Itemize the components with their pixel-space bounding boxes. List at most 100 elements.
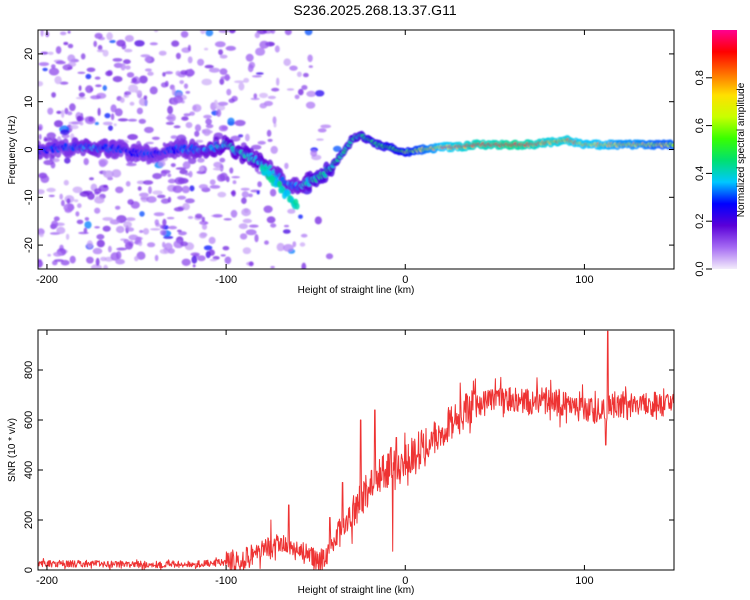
spectrogram-noise-blob xyxy=(242,218,252,224)
spectrogram-noise-blob xyxy=(263,205,273,213)
spectrogram-noise-blob xyxy=(171,40,180,47)
spectrogram-noise-blob xyxy=(43,137,53,142)
spectrogram-noise-blob xyxy=(80,53,86,60)
colorbar-label: Normalized spectral amplitude xyxy=(736,82,747,217)
snr-y-tick-label: 200 xyxy=(23,511,35,529)
spectrogram-noise-blob xyxy=(38,62,50,67)
spectrogram-noise-blob xyxy=(216,109,222,117)
spectrogram-noise-blob xyxy=(200,30,206,35)
spectrogram-noise-blob xyxy=(125,217,136,222)
snr-background xyxy=(38,330,674,570)
spectrogram-noise-blob xyxy=(140,54,151,58)
spectrogram-noise-blob xyxy=(154,30,159,33)
spectrogram-noise-blob xyxy=(134,256,139,262)
spectrogram-noise-blob xyxy=(208,249,215,256)
spectrogram-noise-blob xyxy=(131,77,137,83)
spectrogram-x-label: Height of straight line (km) xyxy=(298,285,415,296)
spectrogram-noise-blob xyxy=(254,234,259,243)
spectrogram-x-tick-label: -200 xyxy=(36,274,58,286)
spectrogram-noise-blob xyxy=(214,41,226,48)
spectrogram-noise-blob xyxy=(105,70,113,77)
spectrogram-noise-blob xyxy=(254,32,260,39)
spectrogram-noise-blob xyxy=(317,128,327,133)
spectrogram-noise-blob xyxy=(244,208,249,214)
spectrogram-noise-blob xyxy=(38,189,45,195)
spectrogram-noise-blob xyxy=(180,241,188,247)
spectrogram-noise-blob xyxy=(97,44,103,51)
spectrogram-noise-blob xyxy=(181,116,189,121)
spectrogram-noise-blob xyxy=(137,186,142,191)
spectrogram-noise-blob xyxy=(102,49,109,57)
spectrogram-noise-blob xyxy=(76,115,83,122)
spectrogram-noise-blob xyxy=(160,224,165,229)
spectrogram-noise-blob xyxy=(305,101,316,109)
spectrogram-noise-blob xyxy=(103,170,114,179)
spectrogram-noise-blob xyxy=(197,157,205,163)
spectrogram-noise-blob xyxy=(102,85,108,91)
spectrogram-noise-blob xyxy=(256,30,267,35)
spectrogram-noise-blob xyxy=(94,121,99,126)
spectrogram-noise-blob xyxy=(171,87,176,96)
spectrogram-noise-blob xyxy=(199,220,208,225)
spectrogram-noise-blob xyxy=(201,78,212,86)
spectrogram-noise-blob xyxy=(296,71,302,78)
spectrogram-noise-blob xyxy=(188,157,197,165)
spectrogram-noise-blob xyxy=(69,255,76,264)
spectrogram-noise-blob xyxy=(314,216,322,225)
spectrogram-noise-blob xyxy=(167,178,176,184)
spectrogram-noise-blob xyxy=(198,184,208,190)
spectrogram-y-tick-label: -20 xyxy=(23,237,35,253)
spectrogram-noise-blob xyxy=(307,54,313,63)
spectrogram-noise-blob xyxy=(108,245,112,253)
spectrogram-noise-blob xyxy=(89,177,94,181)
spectrogram-noise-blob xyxy=(197,58,205,66)
spectrogram-noise-blob xyxy=(175,167,187,170)
spectrogram-noise-blob xyxy=(112,58,123,62)
spectrogram-noise-blob xyxy=(173,240,184,249)
spectrogram-noise-blob xyxy=(90,95,101,100)
spectrogram-noise-blob xyxy=(59,81,69,85)
spectrogram-noise-blob xyxy=(238,82,245,91)
spectrogram-noise-blob xyxy=(259,92,268,99)
spectrogram-noise-blob xyxy=(121,43,127,50)
spectrogram-noise-blob xyxy=(48,51,54,55)
spectrogram-noise-blob xyxy=(267,138,273,142)
spectrogram-noise-blob xyxy=(126,72,135,78)
spectrogram-noise-blob xyxy=(172,185,183,193)
spectrogram-noise-blob xyxy=(213,99,218,108)
spectrogram-noise-blob xyxy=(75,211,80,217)
spectrogram-noise-blob xyxy=(270,145,278,154)
spectrogram-noise-blob xyxy=(85,85,94,94)
spectrogram-noise-blob xyxy=(253,93,258,99)
spectrogram-noise-blob xyxy=(217,101,229,106)
spectrogram-noise-blob xyxy=(40,175,50,183)
spectrogram-noise-blob xyxy=(162,72,166,77)
spectrogram-noise-blob xyxy=(179,80,184,85)
spectrogram-noise-blob xyxy=(106,32,113,41)
spectrogram-noise-blob xyxy=(164,71,173,75)
spectrogram-noise-blob xyxy=(232,180,237,185)
spectrogram-noise-blob xyxy=(209,179,216,185)
colorbar-ticks: 0.0 0.2 0.4 0.6 0.8 xyxy=(694,70,712,277)
spectrogram-noise-blob xyxy=(189,185,195,192)
snr-panel: -200 -100 0 100 0 200 400 600 800 Height of str… xyxy=(7,329,675,596)
spectrogram-noise-blob xyxy=(111,107,115,111)
spectrogram-noise-blob xyxy=(149,86,158,95)
spectrogram-x-ticks: -200 -100 0 100 xyxy=(36,30,594,286)
spectrogram-noise-blob xyxy=(51,220,59,229)
spectrogram-noise-blob xyxy=(282,229,291,234)
spectrogram-noise-blob xyxy=(60,31,67,36)
spectrogram-noise-blob xyxy=(124,35,134,42)
spectrogram-noise-blob xyxy=(163,235,174,239)
spectrogram-noise-blob xyxy=(117,118,129,122)
spectrogram-noise-blob xyxy=(298,88,304,96)
spectrogram-noise-blob xyxy=(225,45,236,51)
spectrogram-noise-blob xyxy=(38,81,44,87)
spectrogram-noise-blob xyxy=(61,199,65,207)
spectrogram-noise-blob xyxy=(138,118,146,124)
spectrogram-noise-blob xyxy=(94,76,101,80)
spectrogram-noise-blob xyxy=(201,223,208,230)
spectrogram-noise-blob xyxy=(47,253,51,257)
spectrogram-noise-blob xyxy=(218,125,228,132)
spectrogram-noise-blob xyxy=(264,240,269,245)
